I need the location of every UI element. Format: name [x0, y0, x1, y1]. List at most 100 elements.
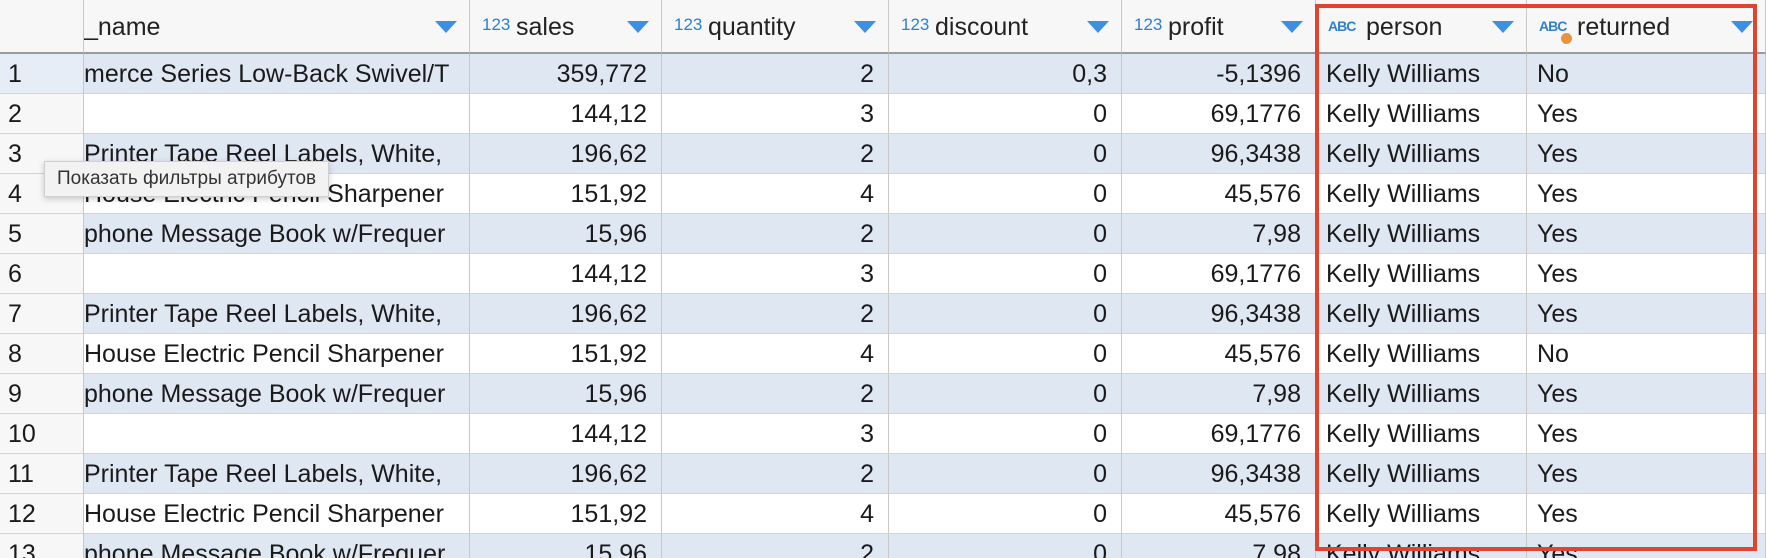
cell-returned[interactable]: Yes [1527, 414, 1766, 454]
filter-caret-icon[interactable] [854, 21, 876, 33]
cell-profit[interactable]: 45,576 [1122, 174, 1316, 214]
table-row[interactable]: 11 Printer Tape Reel Labels, White, 196,… [0, 454, 1766, 494]
cell-returned[interactable]: Yes [1527, 134, 1766, 174]
cell-quantity[interactable]: 2 [662, 214, 889, 254]
cell-profit[interactable]: 7,98 [1122, 374, 1316, 414]
cell-sales[interactable]: 196,62 [470, 294, 662, 334]
cell-profit[interactable]: 45,576 [1122, 334, 1316, 374]
cell-profit[interactable]: 45,576 [1122, 494, 1316, 534]
cell-sales[interactable]: 196,62 [470, 134, 662, 174]
cell-profit[interactable]: 69,1776 [1122, 254, 1316, 294]
row-number[interactable]: 5 [0, 214, 84, 254]
cell-person[interactable]: Kelly Williams [1316, 54, 1527, 94]
cell-discount[interactable]: 0,3 [889, 54, 1122, 94]
cell-discount[interactable]: 0 [889, 534, 1122, 558]
row-number[interactable]: 11 [0, 454, 84, 494]
table-row[interactable]: 5 phone Message Book w/Frequer 15,96 2 0… [0, 214, 1766, 254]
cell-discount[interactable]: 0 [889, 94, 1122, 134]
cell-returned[interactable]: Yes [1527, 174, 1766, 214]
cell-product-name[interactable] [84, 94, 470, 134]
cell-product-name[interactable]: Printer Tape Reel Labels, White, [84, 454, 470, 494]
filter-caret-icon[interactable] [1281, 21, 1303, 33]
cell-sales[interactable]: 144,12 [470, 94, 662, 134]
cell-sales[interactable]: 15,96 [470, 214, 662, 254]
cell-returned[interactable]: Yes [1527, 454, 1766, 494]
table-row[interactable]: 6 144,12 3 0 69,1776 Kelly Williams Yes [0, 254, 1766, 294]
filter-caret-icon[interactable] [435, 21, 457, 33]
cell-product-name[interactable] [84, 414, 470, 454]
cell-person[interactable]: Kelly Williams [1316, 494, 1527, 534]
filter-caret-icon[interactable] [1492, 21, 1514, 33]
cell-quantity[interactable]: 2 [662, 374, 889, 414]
cell-discount[interactable]: 0 [889, 494, 1122, 534]
row-number[interactable]: 6 [0, 254, 84, 294]
cell-discount[interactable]: 0 [889, 254, 1122, 294]
cell-quantity[interactable]: 3 [662, 94, 889, 134]
row-number[interactable]: 10 [0, 414, 84, 454]
cell-person[interactable]: Kelly Williams [1316, 94, 1527, 134]
cell-sales[interactable]: 151,92 [470, 494, 662, 534]
cell-person[interactable]: Kelly Williams [1316, 214, 1527, 254]
cell-person[interactable]: Kelly Williams [1316, 454, 1527, 494]
cell-profit[interactable]: 7,98 [1122, 214, 1316, 254]
cell-sales[interactable]: 196,62 [470, 454, 662, 494]
cell-product-name[interactable]: House Electric Pencil Sharpener [84, 334, 470, 374]
cell-profit[interactable]: 96,3438 [1122, 134, 1316, 174]
cell-product-name[interactable]: phone Message Book w/Frequer [84, 534, 470, 558]
column-header-profit[interactable]: 123 profit [1122, 0, 1316, 54]
cell-product-name[interactable]: phone Message Book w/Frequer [84, 374, 470, 414]
column-header-discount[interactable]: 123 discount [889, 0, 1122, 54]
cell-sales[interactable]: 151,92 [470, 174, 662, 214]
row-number[interactable]: 2 [0, 94, 84, 134]
cell-person[interactable]: Kelly Williams [1316, 134, 1527, 174]
cell-quantity[interactable]: 3 [662, 254, 889, 294]
cell-discount[interactable]: 0 [889, 214, 1122, 254]
cell-profit[interactable]: -5,1396 [1122, 54, 1316, 94]
cell-sales[interactable]: 359,772 [470, 54, 662, 94]
cell-discount[interactable]: 0 [889, 174, 1122, 214]
cell-sales[interactable]: 15,96 [470, 374, 662, 414]
column-header-returned[interactable]: ABC returned [1527, 0, 1766, 54]
row-number[interactable]: 1 [0, 54, 84, 94]
cell-product-name[interactable] [84, 254, 470, 294]
cell-returned[interactable]: Yes [1527, 254, 1766, 294]
cell-quantity[interactable]: 2 [662, 54, 889, 94]
cell-returned[interactable]: No [1527, 334, 1766, 374]
cell-profit[interactable]: 96,3438 [1122, 294, 1316, 334]
cell-sales[interactable]: 15,96 [470, 534, 662, 558]
cell-sales[interactable]: 144,12 [470, 414, 662, 454]
cell-profit[interactable]: 7,98 [1122, 534, 1316, 558]
row-number[interactable]: 7 [0, 294, 84, 334]
cell-product-name[interactable]: Printer Tape Reel Labels, White, [84, 294, 470, 334]
cell-quantity[interactable]: 2 [662, 294, 889, 334]
cell-quantity[interactable]: 2 [662, 454, 889, 494]
cell-person[interactable]: Kelly Williams [1316, 174, 1527, 214]
cell-returned[interactable]: Yes [1527, 494, 1766, 534]
cell-quantity[interactable]: 2 [662, 134, 889, 174]
cell-discount[interactable]: 0 [889, 454, 1122, 494]
row-number[interactable]: 12 [0, 494, 84, 534]
cell-returned[interactable]: Yes [1527, 94, 1766, 134]
cell-person[interactable]: Kelly Williams [1316, 254, 1527, 294]
column-header-product-name[interactable]: _name [84, 0, 470, 54]
table-row[interactable]: 2 144,12 3 0 69,1776 Kelly Williams Yes [0, 94, 1766, 134]
cell-person[interactable]: Kelly Williams [1316, 534, 1527, 558]
column-header-person[interactable]: ABC person [1316, 0, 1527, 54]
cell-discount[interactable]: 0 [889, 134, 1122, 174]
filter-caret-icon[interactable] [1087, 21, 1109, 33]
table-row[interactable]: 8 House Electric Pencil Sharpener 151,92… [0, 334, 1766, 374]
cell-profit[interactable]: 69,1776 [1122, 94, 1316, 134]
table-row[interactable]: 7 Printer Tape Reel Labels, White, 196,6… [0, 294, 1766, 334]
cell-returned[interactable]: No [1527, 54, 1766, 94]
cell-returned[interactable]: Yes [1527, 214, 1766, 254]
column-header-quantity[interactable]: 123 quantity [662, 0, 889, 54]
cell-product-name[interactable]: phone Message Book w/Frequer [84, 214, 470, 254]
cell-quantity[interactable]: 4 [662, 334, 889, 374]
cell-discount[interactable]: 0 [889, 294, 1122, 334]
filter-caret-icon[interactable] [1731, 21, 1753, 33]
row-number[interactable]: 13 [0, 534, 84, 558]
filter-caret-icon[interactable] [627, 21, 649, 33]
row-number[interactable]: 9 [0, 374, 84, 414]
cell-quantity[interactable]: 3 [662, 414, 889, 454]
cell-person[interactable]: Kelly Williams [1316, 334, 1527, 374]
